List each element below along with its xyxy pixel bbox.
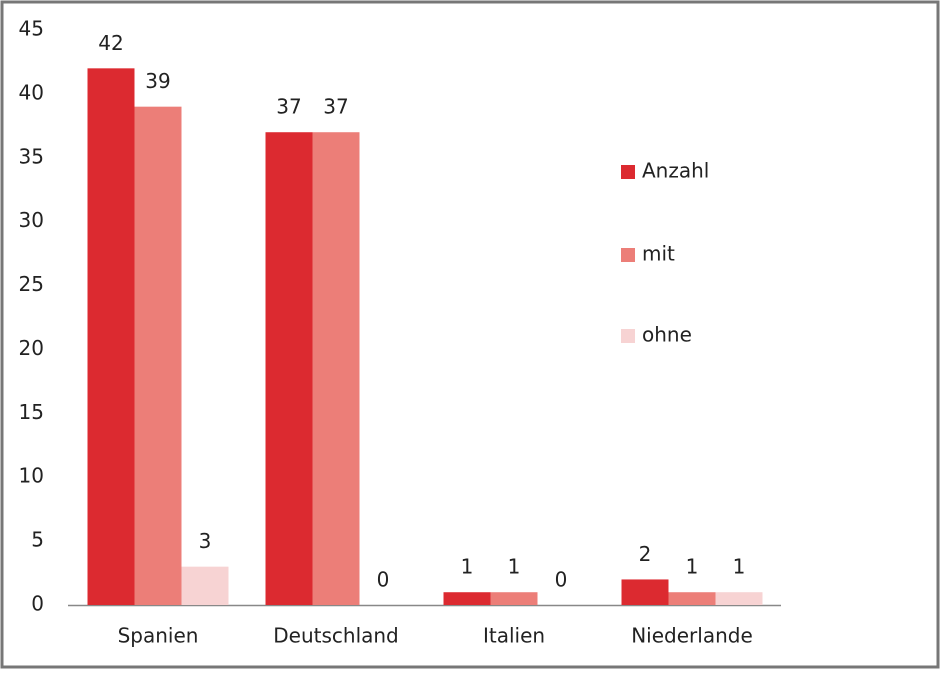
data-label: 37 <box>276 95 301 119</box>
x-tick-label: Spanien <box>118 624 199 648</box>
legend-label: ohne <box>642 323 692 347</box>
y-tick-label: 0 <box>31 592 44 616</box>
y-tick-label: 25 <box>19 272 44 296</box>
bar <box>312 132 360 605</box>
legend-swatch <box>621 248 635 262</box>
y-tick-label: 15 <box>19 400 44 424</box>
bar <box>490 592 538 605</box>
data-label: 39 <box>145 69 170 93</box>
data-label: 2 <box>639 542 652 566</box>
bar <box>87 68 135 606</box>
data-label: 0 <box>377 568 390 592</box>
y-tick-label: 5 <box>31 528 44 552</box>
y-tick-label: 10 <box>19 464 44 488</box>
data-label: 1 <box>733 555 746 579</box>
legend-label: Anzahl <box>642 159 709 183</box>
x-tick-label: Niederlande <box>631 624 753 648</box>
bar <box>621 579 669 605</box>
data-label: 42 <box>98 31 123 55</box>
y-tick-label: 30 <box>19 208 44 232</box>
legend-swatch <box>621 165 635 179</box>
x-tick-label: Deutschland <box>273 624 399 648</box>
bar <box>134 106 182 606</box>
bar <box>265 132 313 605</box>
data-label: 1 <box>508 555 521 579</box>
y-tick-label: 40 <box>19 80 44 104</box>
y-tick-label: 45 <box>19 17 44 41</box>
y-tick-label: 35 <box>19 144 44 168</box>
x-tick-label: Italien <box>483 624 545 648</box>
data-label: 37 <box>323 95 348 119</box>
bar <box>443 592 491 605</box>
bar <box>181 566 229 605</box>
bar <box>715 592 763 605</box>
bar <box>668 592 716 605</box>
data-label: 1 <box>461 555 474 579</box>
data-label: 1 <box>686 555 699 579</box>
legend-label: mit <box>642 242 675 266</box>
data-label: 0 <box>555 568 568 592</box>
legend-swatch <box>621 329 635 343</box>
y-tick-label: 20 <box>19 336 44 360</box>
data-label: 3 <box>199 529 212 553</box>
